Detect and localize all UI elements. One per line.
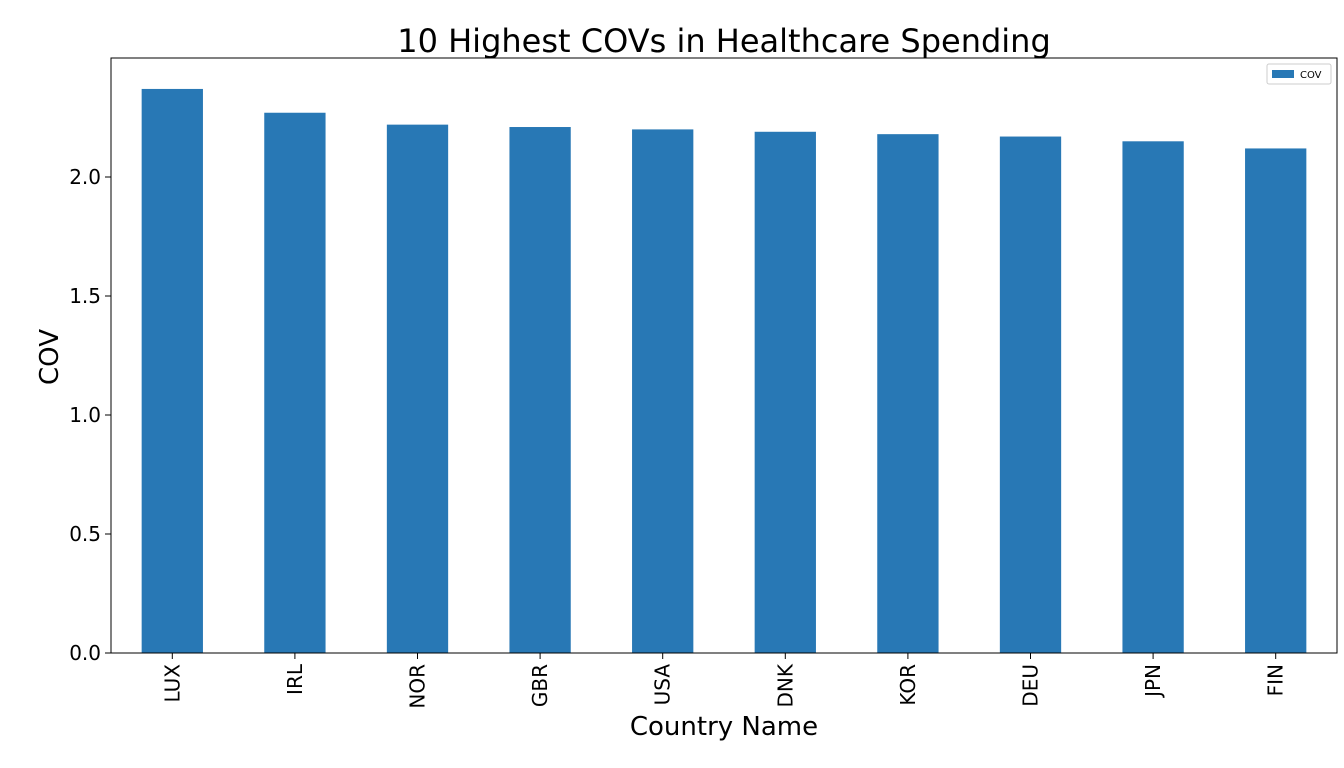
x-tick-label: FIN	[1264, 664, 1288, 696]
legend-swatch	[1272, 70, 1294, 78]
y-tick-label: 0.0	[69, 641, 101, 665]
legend-label: COV	[1300, 70, 1322, 81]
y-tick-label: 1.0	[69, 403, 101, 427]
bar-gbr	[509, 127, 571, 653]
bar-irl	[264, 112, 326, 654]
y-axis-label: COV	[35, 329, 65, 385]
x-tick-label: NOR	[406, 664, 430, 709]
x-tick-label: KOR	[896, 664, 920, 706]
bar-dnk	[754, 131, 816, 653]
x-axis-label: Country Name	[630, 712, 818, 742]
x-tick-label: LUX	[160, 664, 184, 703]
plot-frame	[110, 57, 1338, 654]
plot-area	[110, 57, 1338, 654]
y-tick-label: 0.5	[69, 522, 101, 546]
x-tick-label: DNK	[773, 663, 797, 707]
x-tick-label: GBR	[528, 664, 552, 707]
x-axis: LUX IRL NOR GBR USA DNK KOR DEU JPN FIN	[160, 653, 1288, 709]
y-tick-label: 2.0	[69, 165, 101, 189]
x-tick-label: USA	[651, 664, 675, 706]
y-axis: 0.0 0.5 1.0 1.5 2.0	[69, 165, 111, 665]
bar-kor	[877, 134, 939, 653]
y-tick-label: 1.5	[69, 284, 101, 308]
x-tick-label: JPN	[1141, 664, 1165, 699]
bar-lux	[141, 88, 203, 653]
bar-usa	[632, 129, 694, 653]
chart-title: 10 Highest COVs in Healthcare Spending	[397, 22, 1051, 60]
bar-nor	[386, 124, 449, 653]
bar-jpn	[1122, 141, 1184, 654]
x-tick-label: IRL	[283, 663, 307, 695]
bar-deu	[999, 136, 1062, 654]
x-tick-label: DEU	[1019, 664, 1043, 707]
legend-box	[1266, 63, 1332, 85]
legend: COV	[1266, 63, 1332, 85]
bar-fin	[1245, 148, 1307, 653]
